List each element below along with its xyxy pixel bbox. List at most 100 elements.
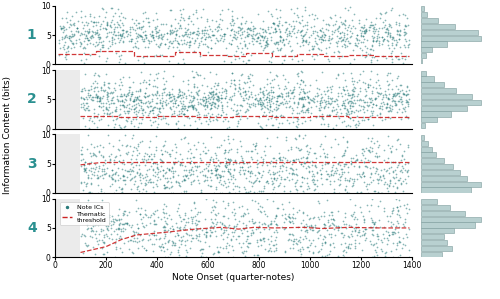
Point bbox=[308, 173, 316, 178]
Point bbox=[220, 138, 228, 142]
Point bbox=[134, 110, 142, 115]
Point bbox=[373, 36, 381, 40]
Point bbox=[212, 164, 220, 168]
Point bbox=[274, 42, 282, 46]
Point bbox=[329, 216, 337, 221]
Point bbox=[261, 144, 269, 148]
Point bbox=[279, 37, 287, 42]
Point bbox=[268, 199, 276, 204]
Point bbox=[150, 219, 158, 224]
Point bbox=[229, 180, 237, 185]
Point bbox=[189, 97, 197, 102]
Point bbox=[238, 213, 246, 218]
Point bbox=[126, 167, 134, 172]
Point bbox=[354, 217, 362, 222]
Point bbox=[402, 220, 409, 225]
Point bbox=[238, 14, 246, 19]
Point bbox=[313, 32, 321, 37]
Point bbox=[158, 106, 166, 110]
Point bbox=[146, 109, 154, 114]
Point bbox=[255, 224, 263, 228]
Point bbox=[196, 101, 204, 106]
Point bbox=[320, 233, 328, 238]
Point bbox=[304, 34, 312, 39]
Point bbox=[380, 236, 388, 241]
Point bbox=[300, 136, 308, 141]
Point bbox=[373, 232, 381, 237]
Point bbox=[106, 158, 114, 163]
Point bbox=[228, 115, 235, 120]
Bar bbox=[420, 36, 482, 41]
Point bbox=[177, 25, 185, 30]
Point bbox=[310, 188, 318, 193]
Point bbox=[386, 34, 394, 39]
Point bbox=[164, 150, 172, 155]
Point bbox=[96, 26, 104, 31]
Point bbox=[325, 112, 333, 117]
Point bbox=[284, 121, 292, 126]
Point bbox=[298, 120, 306, 125]
Point bbox=[291, 136, 299, 141]
Point bbox=[111, 109, 119, 114]
Point bbox=[341, 241, 349, 246]
Point bbox=[368, 227, 376, 232]
Point bbox=[250, 190, 258, 195]
Point bbox=[366, 52, 374, 57]
Point bbox=[156, 36, 164, 41]
Point bbox=[348, 82, 356, 87]
Point bbox=[310, 178, 318, 183]
Point bbox=[260, 34, 268, 39]
Point bbox=[278, 94, 286, 99]
Point bbox=[348, 92, 356, 97]
Point bbox=[178, 106, 186, 111]
Point bbox=[215, 25, 223, 30]
Point bbox=[294, 100, 302, 105]
Point bbox=[178, 33, 186, 38]
Point bbox=[174, 183, 182, 187]
Point bbox=[314, 228, 322, 233]
Point bbox=[302, 83, 310, 88]
Point bbox=[218, 89, 226, 94]
Point bbox=[246, 160, 254, 164]
Point bbox=[308, 54, 316, 59]
Point bbox=[280, 38, 287, 43]
Point bbox=[228, 38, 236, 42]
Point bbox=[144, 157, 152, 161]
Point bbox=[127, 121, 135, 126]
Point bbox=[388, 229, 396, 234]
Point bbox=[149, 107, 157, 112]
Point bbox=[318, 243, 326, 248]
Point bbox=[116, 32, 124, 37]
Point bbox=[184, 78, 192, 83]
Point bbox=[121, 16, 129, 21]
Point bbox=[384, 31, 392, 36]
Point bbox=[80, 165, 88, 170]
Point bbox=[172, 145, 179, 150]
Point bbox=[94, 94, 102, 98]
Point bbox=[350, 211, 358, 216]
Point bbox=[366, 181, 374, 186]
Point bbox=[100, 171, 108, 176]
Point bbox=[161, 115, 169, 120]
Point bbox=[206, 157, 214, 162]
Point bbox=[259, 157, 267, 162]
Point bbox=[344, 164, 351, 169]
Point bbox=[88, 33, 96, 37]
Point bbox=[120, 209, 128, 213]
Point bbox=[216, 33, 224, 38]
Point bbox=[328, 221, 336, 226]
Point bbox=[132, 44, 140, 49]
Point bbox=[332, 40, 340, 45]
Point bbox=[342, 111, 350, 116]
Point bbox=[110, 28, 118, 33]
Point bbox=[154, 34, 162, 39]
Point bbox=[89, 166, 97, 171]
Point bbox=[344, 245, 352, 250]
Point bbox=[300, 160, 308, 164]
Point bbox=[392, 175, 400, 180]
Point bbox=[396, 203, 404, 208]
Point bbox=[140, 29, 148, 34]
Point bbox=[115, 221, 123, 226]
Point bbox=[386, 181, 394, 186]
Point bbox=[201, 240, 209, 245]
